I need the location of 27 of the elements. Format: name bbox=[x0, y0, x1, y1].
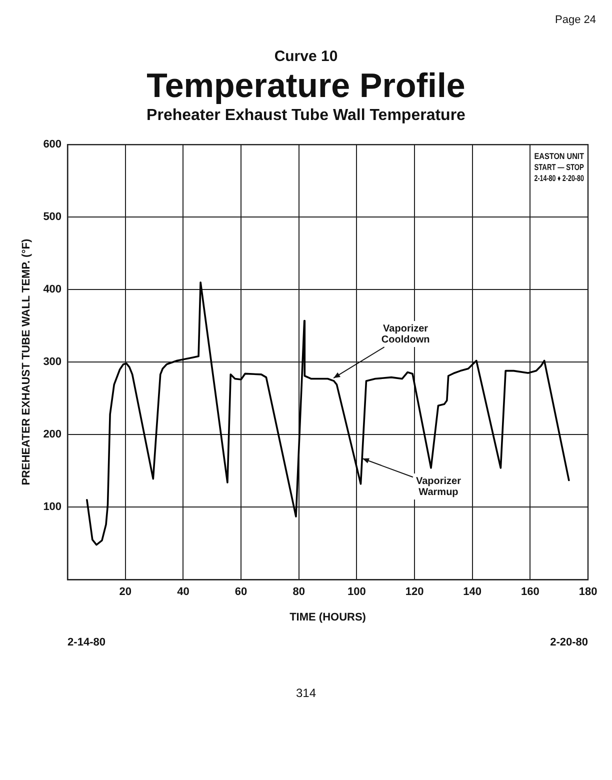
x-tick-label: 60 bbox=[234, 586, 248, 598]
chart-subtitle: Preheater Exhaust Tube Wall Temperature bbox=[146, 106, 466, 126]
text: 314 bbox=[294, 686, 318, 700]
annotation: EASTON UNIT START — STOP 2-14-80 ♦ 2-20-80 bbox=[534, 152, 584, 184]
y-tick-label: 100 bbox=[43, 501, 62, 514]
text: 2-14-80 bbox=[68, 636, 106, 649]
x-tick-label: 40 bbox=[177, 586, 190, 598]
annotation: Vaporizer Cooldown bbox=[381, 323, 430, 346]
y-tick-label: 300 bbox=[43, 356, 62, 368]
text: 2-20-80 bbox=[550, 636, 588, 649]
y-tick-label: 400 bbox=[43, 284, 62, 296]
x-tick-label: 80 bbox=[292, 586, 305, 598]
text: Curve 10 bbox=[273, 48, 339, 66]
y-axis-title: PREHEATER EXHAUST TUBE WALL TEMP. (°F) bbox=[20, 238, 33, 486]
chart-title: Temperature Profile bbox=[146, 66, 466, 106]
x-tick-label: 140 bbox=[463, 586, 482, 598]
x-axis-title: TIME (HOURS) bbox=[290, 611, 366, 624]
text: Page 24 bbox=[554, 13, 597, 28]
x-tick-label: 160 bbox=[520, 586, 540, 598]
y-tick-label: 500 bbox=[43, 211, 62, 224]
x-tick-label: 20 bbox=[119, 586, 132, 598]
x-tick-label: 100 bbox=[348, 586, 366, 598]
x-tick-label: 120 bbox=[405, 586, 424, 598]
y-tick-label: 600 bbox=[43, 138, 62, 151]
y-tick-label: 200 bbox=[43, 428, 62, 441]
x-tick-label: 180 bbox=[578, 586, 598, 598]
annotation: Vaporizer Warmup bbox=[416, 476, 462, 498]
